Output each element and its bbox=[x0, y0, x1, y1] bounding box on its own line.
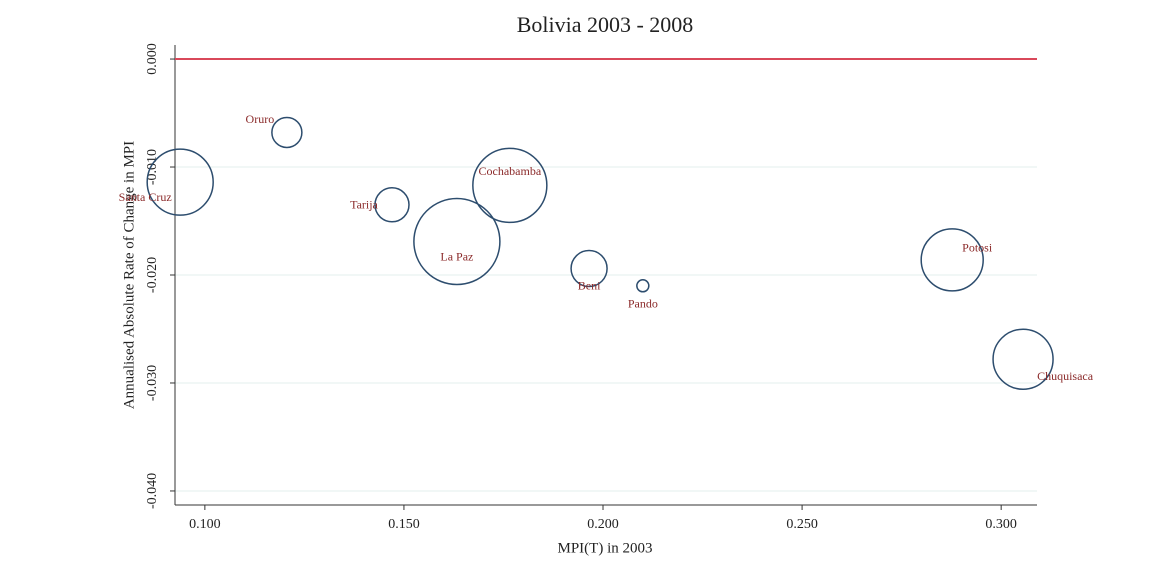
y-tick-label: -0.040 bbox=[145, 473, 160, 509]
bubble bbox=[992, 328, 1054, 390]
bubble bbox=[472, 147, 548, 224]
bubble bbox=[374, 187, 410, 223]
point-label: Potosi bbox=[962, 241, 993, 255]
x-tick-label: 0.100 bbox=[189, 517, 221, 532]
bubble bbox=[146, 148, 214, 216]
y-tick-label: 0.000 bbox=[145, 43, 160, 75]
point-label: La Paz bbox=[440, 249, 473, 263]
point-label: Chuquisaca bbox=[1037, 369, 1094, 383]
bubble bbox=[413, 197, 501, 286]
x-tick-label: 0.250 bbox=[786, 517, 818, 532]
x-tick-label: 0.200 bbox=[587, 517, 619, 532]
bubble bbox=[570, 249, 608, 288]
point-label: Cochabamba bbox=[479, 164, 542, 178]
point-label: Beni bbox=[578, 278, 601, 292]
point-label: Oruro bbox=[246, 112, 275, 126]
y-tick-label: -0.030 bbox=[145, 365, 160, 401]
y-axis-label: Annualised Absolute Rate of Change in MP… bbox=[121, 141, 137, 409]
point-label: Pando bbox=[628, 297, 658, 311]
bubble bbox=[920, 228, 984, 292]
y-tick-label: -0.020 bbox=[145, 257, 160, 293]
bubble bbox=[636, 279, 650, 293]
point-label: Santa Cruz bbox=[119, 190, 172, 204]
x-axis-label: MPI(T) in 2003 bbox=[558, 540, 653, 556]
chart-title: Bolivia 2003 - 2008 bbox=[517, 12, 694, 37]
y-tick-label: -0.010 bbox=[145, 149, 160, 185]
bubble bbox=[271, 116, 303, 149]
x-tick-label: 0.150 bbox=[388, 517, 420, 532]
point-label: Tarija bbox=[350, 198, 378, 212]
x-tick-label: 0.300 bbox=[985, 517, 1017, 532]
